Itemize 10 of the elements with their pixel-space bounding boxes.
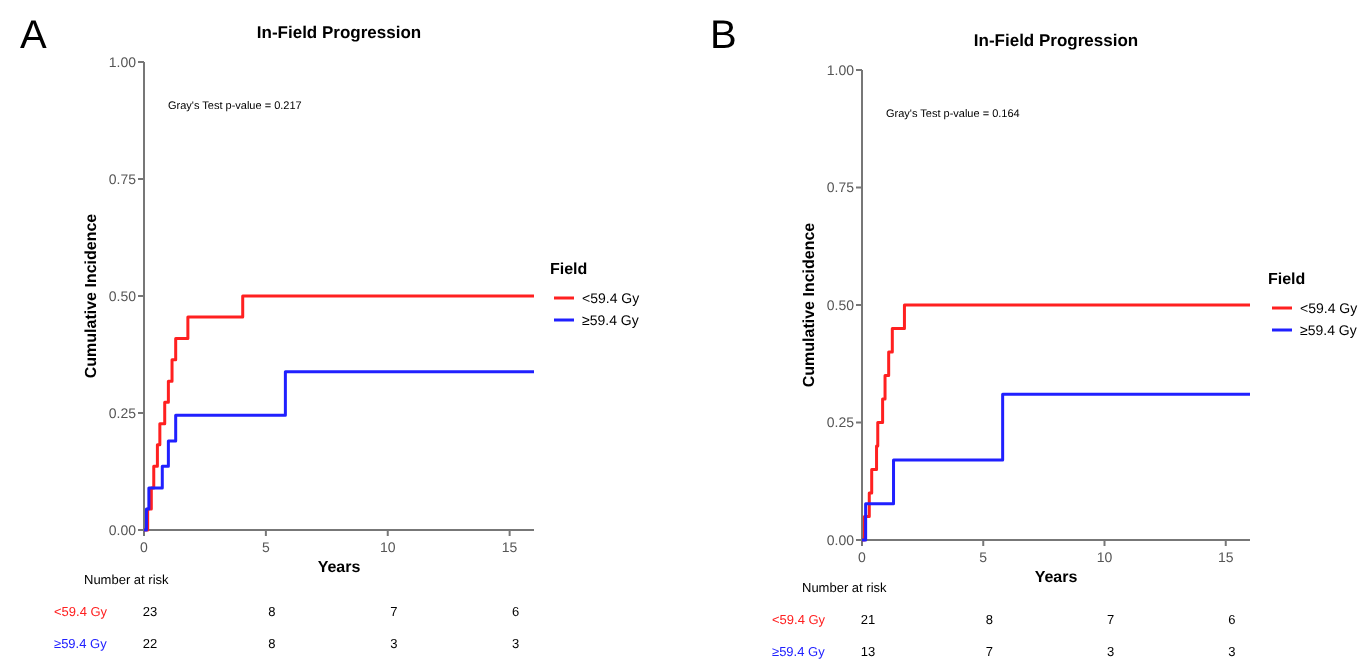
legend-title: Field	[1268, 270, 1306, 288]
chart-title: In-Field Progression	[256, 22, 422, 42]
text: A	[20, 14, 48, 58]
x-axis-title: Years	[1034, 568, 1079, 586]
y-axis-title: Cumulative Incidence	[800, 221, 818, 388]
y-axis-title: Cumulative Incidence	[82, 212, 100, 379]
chart-title: In-Field Progression	[973, 30, 1139, 50]
text: B	[710, 14, 737, 58]
legend-title: Field	[550, 260, 588, 278]
x-axis-title: Years	[317, 558, 362, 576]
